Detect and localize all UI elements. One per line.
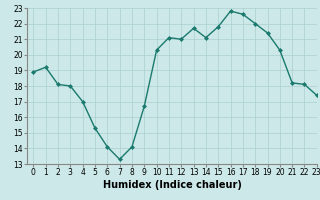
X-axis label: Humidex (Indice chaleur): Humidex (Indice chaleur): [103, 180, 241, 190]
